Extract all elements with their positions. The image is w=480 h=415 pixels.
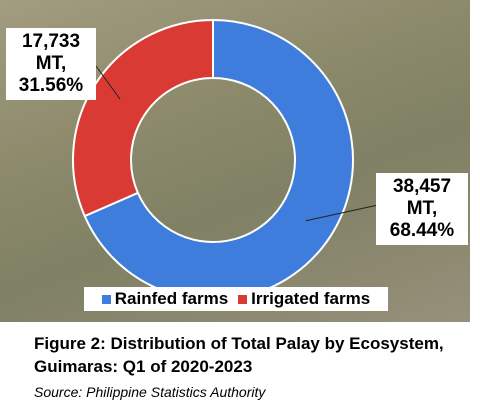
caption: Figure 2: Distribution of Total Palay by… — [34, 334, 444, 353]
legend-item: Rainfed farms — [101, 289, 229, 309]
slice — [72, 18, 214, 218]
chart — [72, 18, 379, 301]
leader-line — [95, 65, 121, 100]
legend: Rainfed farms Irrigated farms — [84, 287, 388, 311]
leader-line — [305, 204, 379, 222]
slice — [83, 18, 354, 301]
legend-item: Irrigated farms — [238, 289, 370, 309]
caption: Guimaras: Q1 of 2020-2023 — [34, 357, 253, 376]
legend-label: Irrigated farms — [251, 289, 371, 308]
data-label: 38,457 MT, 68.44% — [376, 173, 468, 245]
data-label: 17,733 MT, 31.56% — [6, 28, 96, 100]
legend-label: Rainfed farms — [114, 289, 229, 308]
source: Source: Philippine Statistics Authority — [34, 384, 266, 400]
legend-swatch — [101, 294, 111, 304]
legend-swatch — [238, 294, 248, 304]
